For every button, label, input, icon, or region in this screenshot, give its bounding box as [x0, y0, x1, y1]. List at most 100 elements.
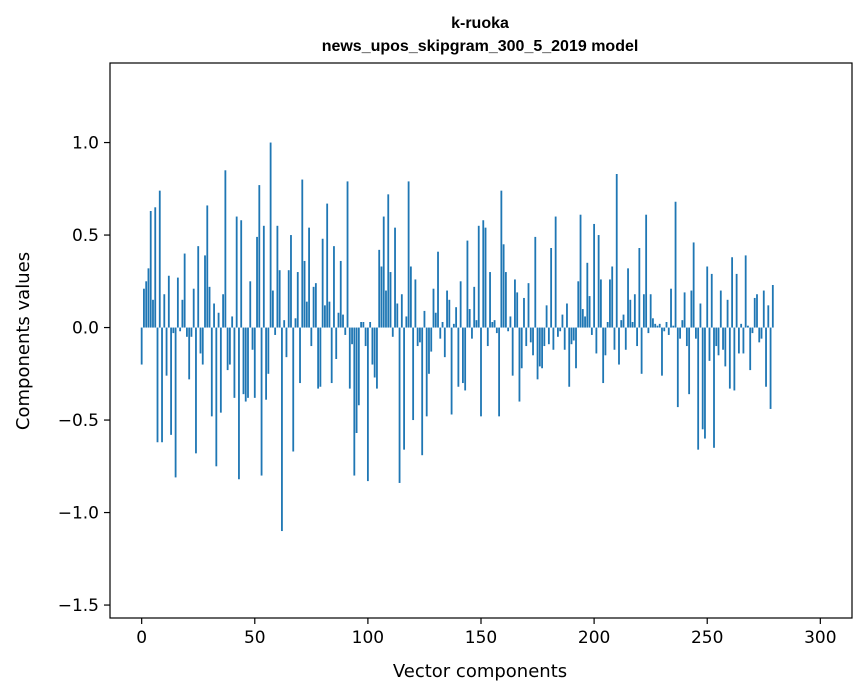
- bar-component-30: [208, 286, 211, 328]
- bar-component-148: [475, 320, 478, 328]
- bar-component-114: [398, 327, 401, 483]
- bar-component-159: [500, 190, 503, 328]
- bar-component-83: [328, 301, 331, 328]
- bar-component-12: [167, 275, 170, 328]
- y-tick-label: 0.5: [72, 226, 99, 246]
- bar-component-128: [430, 327, 433, 352]
- bar-component-71: [301, 179, 304, 328]
- bar-component-47: [247, 327, 249, 398]
- bar-component-63: [283, 320, 286, 328]
- bar-component-45: [242, 327, 245, 395]
- bar-component-9: [161, 327, 163, 443]
- bars-group: [140, 142, 774, 532]
- bar-component-31: [210, 327, 213, 417]
- bar-component-55: [265, 327, 267, 400]
- x-tick-label: 300: [804, 628, 836, 648]
- bar-component-79: [319, 327, 322, 387]
- bar-component-222: [642, 294, 645, 328]
- bar-component-229: [658, 323, 661, 328]
- bar-component-187: [563, 327, 566, 350]
- bar-component-11: [165, 327, 168, 376]
- bar-component-255: [717, 327, 720, 356]
- bar-component-41: [233, 327, 236, 398]
- bar-component-168: [520, 327, 523, 369]
- bar-component-212: [620, 320, 623, 328]
- y-tick-label: −0.5: [58, 411, 99, 431]
- bar-component-260: [728, 327, 731, 389]
- bar-component-182: [552, 327, 555, 350]
- bar-component-61: [278, 270, 281, 328]
- bar-component-132: [439, 327, 442, 339]
- bar-component-49: [251, 327, 254, 350]
- bar-component-210: [615, 174, 618, 328]
- bar-component-145: [468, 309, 471, 328]
- bar-component-278: [769, 327, 772, 409]
- x-tick-label: 250: [691, 628, 723, 648]
- bar-component-120: [412, 327, 415, 421]
- bar-component-127: [428, 327, 430, 374]
- bar-component-16: [176, 277, 179, 328]
- bar-component-169: [523, 297, 525, 328]
- bar-component-153: [486, 327, 489, 347]
- bar-component-218: [633, 294, 636, 328]
- bar-component-254: [715, 327, 718, 347]
- bar-component-69: [296, 272, 299, 328]
- bar-component-180: [547, 327, 550, 345]
- bar-component-246: [697, 327, 700, 450]
- bar-component-1: [143, 288, 145, 328]
- bar-component-233: [667, 327, 670, 335]
- bar-component-6: [154, 207, 157, 328]
- bar-component-166: [516, 292, 519, 328]
- y-axis-label: Components values: [13, 252, 34, 430]
- bar-component-144: [466, 240, 469, 328]
- bar-component-2: [145, 281, 148, 328]
- bar-component-81: [324, 305, 326, 328]
- x-tick-label: 50: [244, 628, 266, 648]
- bar-component-21: [188, 327, 191, 380]
- chart-title-line2: news_upos_skipgram_300_5_2019 model: [322, 38, 639, 55]
- bar-component-106: [380, 266, 383, 328]
- bar-component-87: [337, 312, 340, 328]
- bar-component-257: [722, 327, 724, 350]
- bar-component-50: [253, 327, 256, 398]
- bar-component-165: [514, 279, 516, 328]
- bar-component-103: [373, 327, 376, 378]
- bar-component-130: [434, 312, 437, 328]
- bar-component-0: [140, 327, 143, 365]
- bar-component-33: [215, 327, 218, 467]
- bar-component-29: [206, 205, 209, 328]
- bar-component-213: [622, 314, 625, 328]
- bar-component-143: [464, 327, 467, 391]
- bar-component-111: [391, 327, 394, 337]
- bar-component-23: [192, 288, 195, 328]
- bar-component-52: [258, 185, 261, 328]
- bar-component-105: [378, 249, 381, 328]
- bar-component-147: [473, 286, 476, 328]
- y-tick-label: 0.0: [72, 319, 99, 339]
- bar-component-152: [484, 227, 487, 328]
- bar-component-251: [708, 327, 711, 361]
- bar-component-250: [706, 266, 709, 328]
- bar-component-22: [190, 327, 193, 337]
- bar-component-48: [249, 281, 252, 328]
- x-ticks-group: 0 50 100 150 200 250 300: [136, 618, 837, 648]
- bar-component-202: [597, 235, 600, 328]
- bar-component-51: [256, 236, 258, 328]
- bar-component-273: [758, 327, 761, 343]
- bar-component-82: [326, 203, 329, 328]
- bar-component-53: [260, 327, 263, 476]
- bar-component-76: [312, 286, 315, 328]
- bar-component-157: [495, 327, 498, 334]
- bar-component-150: [480, 327, 482, 417]
- bar-component-263: [735, 273, 738, 328]
- bar-component-191: [572, 327, 575, 341]
- bar-component-123: [419, 327, 421, 343]
- bar-component-207: [609, 279, 611, 328]
- bar-component-140: [457, 327, 460, 387]
- bar-component-67: [292, 327, 295, 452]
- bar-component-58: [271, 290, 274, 328]
- bar-component-118: [407, 181, 410, 328]
- bar-component-14: [172, 327, 175, 334]
- bar-component-186: [561, 314, 564, 328]
